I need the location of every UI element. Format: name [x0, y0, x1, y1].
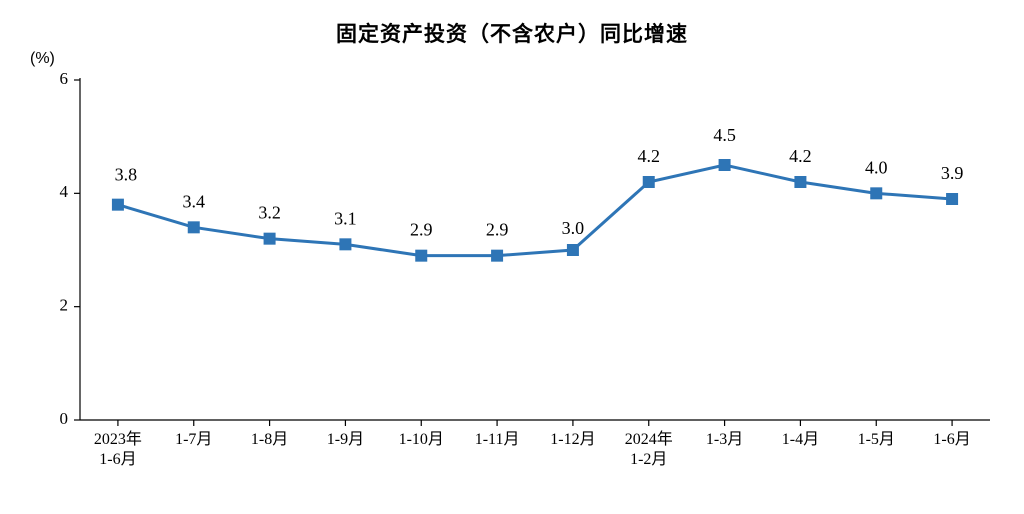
ytick-label: 4: [60, 182, 69, 201]
chart-container: 固定资产投资（不含农户）同比增速 (%) 0 2 4 6 2023年1-6月 1-7月 1…: [0, 0, 1024, 514]
value-label: 4.5: [713, 125, 736, 145]
line-chart-svg: 0 2 4 6 2023年1-6月 1-7月 1-8月 1-9月 1-10月 1-11月 1-12…: [0, 0, 1024, 514]
axes-group: [80, 78, 990, 420]
series-line: [118, 165, 952, 256]
xtick-label: 1-5月: [858, 431, 895, 448]
xtick-label: 1-7月: [175, 431, 212, 448]
data-marker: [416, 250, 427, 261]
value-label: 3.9: [941, 163, 964, 183]
xtick-label: 1-10月: [399, 431, 444, 448]
data-marker: [340, 239, 351, 250]
xtick-label: 2024年1-2月: [625, 430, 673, 468]
value-label: 3.0: [562, 218, 585, 238]
xtick-label: 1-8月: [251, 431, 288, 448]
data-marker: [795, 177, 806, 188]
value-label: 3.4: [183, 191, 206, 211]
xtick-label: 1-12月: [550, 431, 595, 448]
value-label: 3.8: [115, 165, 138, 185]
data-marker: [188, 222, 199, 233]
value-label: 4.2: [789, 146, 812, 166]
value-label: 4.0: [865, 157, 888, 177]
value-label: 4.2: [638, 146, 661, 166]
data-marker: [112, 199, 123, 210]
ytick-label: 0: [60, 409, 69, 428]
data-marker: [264, 233, 275, 244]
xtick-label: 1-6月: [933, 431, 970, 448]
data-marker: [947, 194, 958, 205]
yticks-group: 0 2 4 6: [60, 69, 81, 428]
y-axis-unit-label: (%): [30, 50, 55, 68]
value-labels-group: 3.8 3.4 3.2 3.1 2.9 2.9 3.0 4.2 4.5 4.2 4.0 3.9: [115, 125, 964, 240]
value-label: 3.2: [258, 203, 281, 223]
chart-title: 固定资产投资（不含农户）同比增速: [0, 18, 1024, 48]
xticks-group: 2023年1-6月 1-7月 1-8月 1-9月 1-10月 1-11月 1-12月 2024…: [94, 420, 971, 468]
ytick-label: 2: [60, 296, 69, 315]
xtick-label: 1-3月: [706, 431, 743, 448]
data-marker: [567, 245, 578, 256]
series-group: [112, 160, 957, 262]
xtick-label: 2023年1-6月: [94, 430, 142, 468]
xtick-label: 1-11月: [475, 431, 520, 448]
data-marker: [719, 160, 730, 171]
ytick-label: 6: [60, 69, 69, 88]
value-label: 2.9: [486, 220, 509, 240]
xtick-label: 1-4月: [782, 431, 819, 448]
value-label: 2.9: [410, 220, 433, 240]
value-label: 3.1: [334, 208, 357, 228]
xtick-label: 1-9月: [327, 431, 364, 448]
data-marker: [492, 250, 503, 261]
data-marker: [871, 188, 882, 199]
data-marker: [643, 177, 654, 188]
